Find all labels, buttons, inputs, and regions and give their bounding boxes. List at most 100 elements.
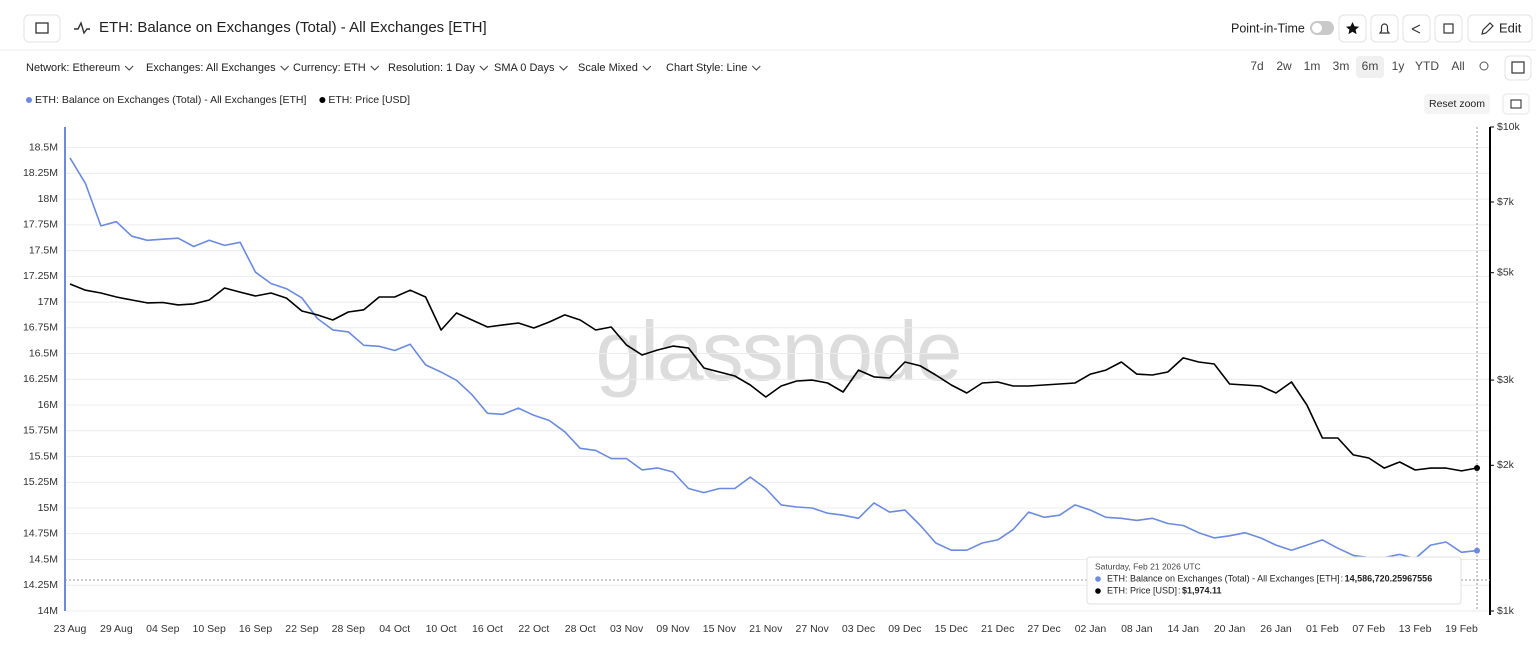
x-tick-label: 10 Sep (193, 623, 226, 635)
range-button[interactable]: 1y (1392, 59, 1405, 73)
tooltip-separator: : (1178, 585, 1181, 595)
range-active (1356, 56, 1384, 78)
share-icon (1411, 24, 1421, 34)
filter-label[interactable]: Exchanges: All Exchanges (146, 62, 276, 74)
y2-tick-label: $7k (1497, 196, 1515, 208)
x-tick-label: 08 Jan (1121, 623, 1153, 635)
sidebar-toggle[interactable] (23, 14, 61, 43)
star-icon (1346, 22, 1359, 35)
x-tick-label: 23 Aug (54, 623, 87, 635)
zoom-icon (1479, 61, 1489, 71)
chevron (751, 65, 761, 71)
bell-icon (1378, 23, 1391, 34)
y-tick-label: 17.75M (23, 219, 58, 231)
x-tick-label: 09 Nov (656, 623, 690, 635)
range-button[interactable]: 1m (1304, 59, 1321, 73)
x-tick-label: 27 Nov (796, 623, 830, 635)
y-tick-label: 18M (38, 193, 58, 205)
x-tick-label: 09 Dec (888, 623, 921, 635)
filter-label[interactable]: Currency: ETH (293, 62, 366, 74)
y-tick-label: 16M (38, 399, 58, 411)
edit-button[interactable] (1467, 14, 1533, 43)
x-tick-label: 02 Jan (1075, 623, 1107, 635)
range-button[interactable]: YTD (1415, 59, 1439, 73)
range-button[interactable]: 3m (1333, 59, 1350, 73)
y-tick-label: 14M (38, 605, 58, 617)
watermark: glassnode (596, 304, 961, 398)
legend-label[interactable]: ETH: Price [USD] (328, 94, 410, 106)
tooltip-title: Saturday, Feb 21 2026 UTC (1095, 561, 1201, 571)
x-tick-label: 01 Feb (1306, 623, 1339, 635)
y-tick-label: 16.5M (29, 347, 58, 359)
tooltip-value: $1,974.11 (1182, 585, 1222, 595)
toggle-knob (1312, 23, 1322, 33)
y-tick-label: 17M (38, 296, 58, 308)
pencil-icon (1481, 22, 1494, 35)
legend-label[interactable]: ETH: Balance on Exchanges (Total) - All … (35, 94, 306, 106)
x-tick-label: 15 Dec (935, 623, 968, 635)
filter-label[interactable]: Scale Mixed (578, 62, 638, 74)
filter-label[interactable]: Chart Style: Line (666, 62, 747, 74)
x-tick-label: 22 Sep (285, 623, 318, 635)
legend-marker (26, 97, 32, 103)
chevron (124, 65, 134, 71)
y-tick-label: 15.75M (23, 425, 58, 437)
reset-zoom-button[interactable] (1424, 94, 1490, 114)
x-tick-label: 07 Feb (1352, 623, 1385, 635)
metric-icon (74, 21, 90, 35)
calendar-button[interactable] (1504, 55, 1532, 81)
legend: ETH: Balance on Exchanges (Total) - All … (26, 94, 410, 106)
x-tick-label: 29 Aug (100, 623, 133, 635)
x-tick-label: 13 Feb (1399, 623, 1432, 635)
hover-point (1474, 547, 1480, 554)
x-tick-label: 03 Dec (842, 623, 875, 635)
share-button[interactable] (1402, 14, 1431, 43)
copy-button[interactable] (1434, 14, 1463, 43)
edit-label: Edit (1499, 20, 1522, 35)
filter-label[interactable]: Network: Ethereum (26, 62, 120, 74)
screenshot-button[interactable] (1502, 93, 1530, 115)
tooltip-series: ETH: Price [USD] (1107, 585, 1177, 595)
sidebar-icon (35, 22, 49, 34)
x-tick-label: 10 Oct (426, 623, 457, 635)
plot-area: 14M 14.25M 14.5M 14.75M 15M 15.25M 15.5M 15.75M… (23, 121, 1521, 635)
filter-label[interactable]: SMA 0 Days (494, 62, 555, 74)
filter-label[interactable]: Resolution: 1 Day (388, 62, 475, 74)
page-title: ETH: Balance on Exchanges (Total) - All … (99, 19, 487, 36)
range-button[interactable]: 6m (1362, 59, 1379, 73)
chevron (280, 65, 290, 71)
tooltip-value: 14,586,720.25967556 (1345, 573, 1433, 583)
chevron (559, 65, 568, 71)
range-button[interactable]: 2w (1276, 59, 1292, 73)
x-tick-label: 16 Oct (472, 623, 503, 635)
y2-tick-label: $10k (1497, 121, 1521, 133)
y-tick-label: 16.25M (23, 373, 58, 385)
y-tick-label: 14.25M (23, 579, 58, 591)
y-tick-label: 16.75M (23, 322, 58, 334)
chevron (479, 65, 489, 71)
alert-button[interactable] (1370, 14, 1399, 43)
x-tick-label: 03 Nov (610, 623, 644, 635)
y2-tick-label: $5k (1497, 266, 1515, 278)
copy-icon (1443, 23, 1454, 34)
x-tick-label: 19 Feb (1445, 623, 1478, 635)
series-line (69, 283, 1478, 472)
y-tick-label: 18.25M (23, 167, 58, 179)
y-tick-label: 14.75M (23, 528, 58, 540)
x-tick-label: 16 Sep (239, 623, 272, 635)
x-tick-label: 15 Nov (703, 623, 737, 635)
tooltip: Saturday, Feb 21 2026 UTC ETH: Balance on… (1086, 556, 1462, 605)
tooltip-marker (1095, 588, 1101, 594)
y-tick-label: 18.5M (29, 141, 58, 153)
y-tick-label: 17.5M (29, 244, 58, 256)
series-line (69, 157, 1478, 560)
y2-tick-label: $3k (1497, 374, 1515, 386)
x-tick-label: 04 Sep (146, 623, 179, 635)
x-tick-label: 22 Oct (518, 623, 549, 635)
range-button[interactable]: 7d (1250, 59, 1263, 73)
y2-tick-label: $2k (1497, 459, 1515, 471)
range-button[interactable]: All (1451, 59, 1464, 73)
point-in-time-label: Point-in-Time (1231, 21, 1305, 35)
